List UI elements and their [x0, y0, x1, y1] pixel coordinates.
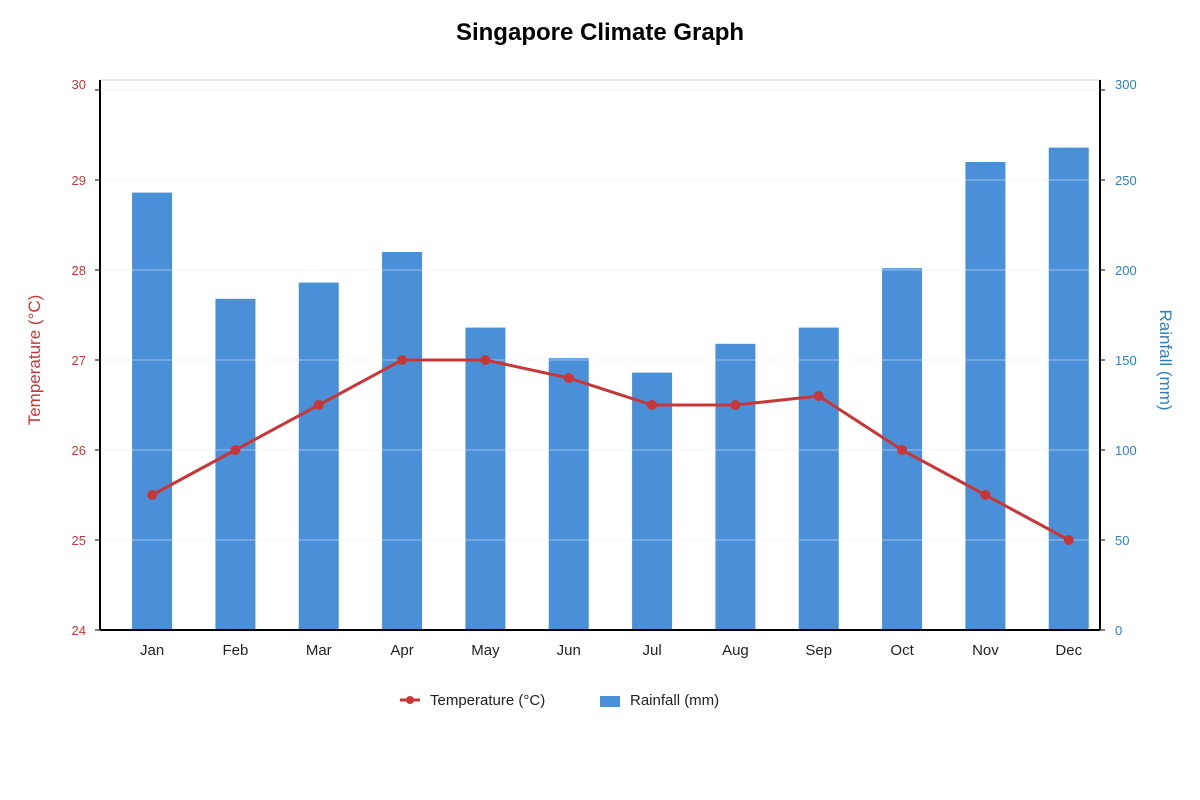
y-right-tick-label: 150: [1115, 353, 1137, 368]
y-right-tick-label: 100: [1115, 443, 1137, 458]
rainfall-bar-dec: [1048, 147, 1089, 630]
y-axis-right-title: Rainfall (mm): [1156, 309, 1175, 410]
chart-title: Singapore Climate Graph: [456, 19, 744, 46]
temperature-point-jan: [147, 490, 158, 500]
x-tick-label-jan: Jan: [140, 642, 164, 659]
x-tick-label-jun: Jun: [557, 642, 581, 659]
x-tick-label-feb: Feb: [222, 642, 248, 659]
temperature-point-nov: [980, 490, 991, 500]
rainfall-bar-mar: [298, 282, 339, 630]
rainfall-bars: [100, 147, 1100, 630]
x-tick-label-aug: Aug: [722, 642, 749, 659]
rainfall-bar-jul: [632, 372, 673, 630]
y-right-tick-label: 200: [1115, 263, 1137, 278]
x-tick-label-oct: Oct: [890, 642, 914, 659]
grid-lines: [100, 79, 1100, 541]
x-tick-label-apr: Apr: [390, 642, 413, 659]
temperature-point-jun: [563, 373, 574, 383]
temperature-point-oct: [897, 445, 908, 455]
temperature-point-feb: [230, 445, 241, 455]
rainfall-bar-sep: [798, 327, 839, 630]
y-left-tick-label: 25: [72, 533, 86, 548]
temperature-point-jul: [647, 400, 658, 410]
rainfall-bar-feb: [215, 298, 256, 630]
x-tick-label-sep: Sep: [805, 642, 832, 659]
y-right-tick-label: 50: [1115, 533, 1129, 548]
y-left-tick-label: 27: [72, 353, 86, 368]
x-tick-label-dec: Dec: [1055, 642, 1082, 659]
rainfall-bar-apr: [382, 252, 423, 630]
rainfall-bar-aug: [715, 343, 756, 630]
rainfall-bar-jan: [132, 192, 173, 630]
axes: [95, 80, 1105, 631]
y-left-tick-label: 24: [72, 623, 86, 638]
x-tick-label-mar: Mar: [306, 642, 332, 659]
temperature-point-aug: [730, 400, 741, 410]
temperature-point-mar: [313, 400, 324, 410]
temperature-line-group: [147, 355, 1074, 545]
temperature-point-dec: [1063, 535, 1074, 545]
x-tick-label-jul: Jul: [642, 642, 661, 659]
y-left-tick-label: 29: [72, 173, 86, 188]
x-tick-label-nov: Nov: [972, 642, 999, 659]
legend-rainfall-swatch: [600, 696, 620, 707]
legend-temperature-label: Temperature (°C): [430, 692, 545, 709]
rainfall-bar-nov: [965, 162, 1006, 630]
y-right-tick-label: 0: [1115, 623, 1122, 638]
y-right-tick-label: 300: [1115, 77, 1137, 92]
rainfall-bar-jun: [548, 358, 589, 630]
legend-temperature-swatch-dot: [406, 696, 414, 704]
rainfall-bar-may: [465, 327, 506, 630]
y-axis-left-title: Temperature (°C): [25, 295, 44, 426]
temperature-point-sep: [813, 391, 824, 401]
temperature-point-apr: [397, 355, 408, 365]
legend-rainfall-label: Rainfall (mm): [630, 692, 719, 709]
temperature-point-may: [480, 355, 491, 365]
x-tick-label-may: May: [471, 642, 500, 659]
y-left-tick-label: 26: [72, 443, 86, 458]
y-left-tick-label: 30: [72, 77, 86, 92]
y-left-tick-label: 28: [72, 263, 86, 278]
legend: Temperature (°C) Rainfall (mm): [400, 692, 719, 709]
temperature-line: [151, 358, 1070, 542]
y-right-tick-label: 250: [1115, 173, 1137, 188]
